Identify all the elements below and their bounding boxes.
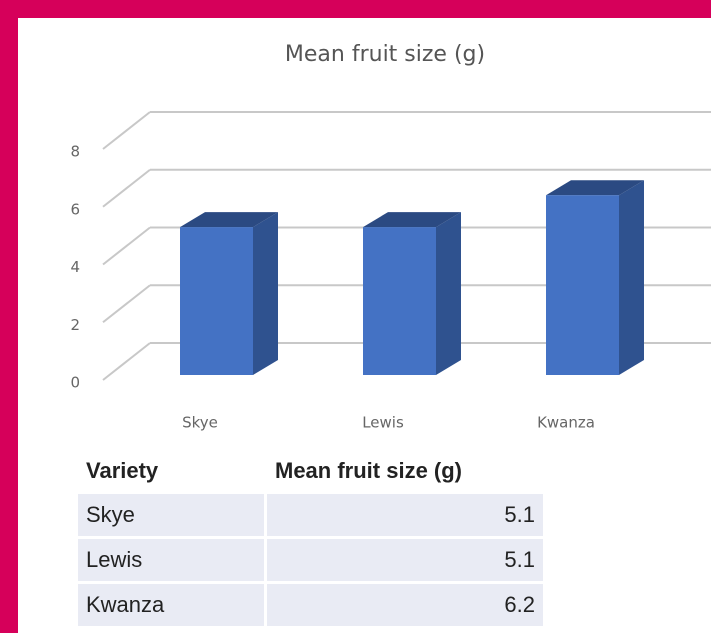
header-row: Variety Mean fruit size (g) bbox=[78, 451, 543, 491]
table-row: Skye 5.1 bbox=[78, 494, 543, 536]
y-tick-label: 0 bbox=[70, 374, 80, 392]
table-row: Lewis 5.1 bbox=[78, 539, 543, 581]
header-cell: Variety bbox=[78, 451, 264, 491]
header-cell: Mean fruit size (g) bbox=[267, 451, 543, 491]
bar-top bbox=[546, 180, 644, 196]
bar bbox=[180, 227, 253, 375]
grid-line bbox=[102, 284, 151, 324]
x-tick-label: Lewis bbox=[362, 414, 404, 432]
table-cell: 5.1 bbox=[267, 494, 543, 536]
grid-line bbox=[102, 111, 151, 150]
bar-side bbox=[619, 180, 644, 375]
y-tick-label: 2 bbox=[70, 316, 80, 334]
bar-top bbox=[180, 212, 278, 228]
y-tick-label: 6 bbox=[70, 200, 80, 218]
grid-line bbox=[102, 168, 151, 208]
grid-line bbox=[102, 342, 151, 381]
bar-top bbox=[363, 212, 461, 228]
grid-line bbox=[102, 226, 151, 266]
bar-side bbox=[253, 212, 278, 375]
bar-side bbox=[436, 212, 461, 375]
table-cell: Kwanza bbox=[78, 584, 264, 626]
x-tick-label: Skye bbox=[182, 414, 218, 432]
table-cell: 5.1 bbox=[267, 539, 543, 581]
bar bbox=[546, 195, 619, 375]
table-cell: 6.2 bbox=[267, 584, 543, 626]
chart: Mean fruit size (g) 0 2 4 6 8 Skye Lewis Kwanza bbox=[70, 42, 711, 432]
bar bbox=[363, 227, 436, 375]
chart-title: Mean fruit size (g) bbox=[285, 42, 485, 67]
data-table: Variety Mean fruit size (g) Skye 5.1 Lewis 5.… bbox=[75, 448, 546, 629]
x-tick-label: Kwanza bbox=[537, 414, 595, 432]
table-row: Kwanza 6.2 bbox=[78, 584, 543, 626]
y-tick-label: 4 bbox=[70, 258, 80, 276]
table-cell: Skye bbox=[78, 494, 264, 536]
y-tick-label: 8 bbox=[70, 143, 80, 161]
table-cell: Lewis bbox=[78, 539, 264, 581]
table-body: Variety Mean fruit size (g) Skye 5.1 Lewis 5.… bbox=[78, 451, 543, 626]
